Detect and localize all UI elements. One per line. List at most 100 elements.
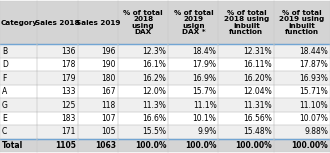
Bar [38, 139, 78, 152]
Text: 15.71%: 15.71% [299, 87, 328, 96]
Text: 100.0%: 100.0% [185, 141, 216, 150]
Text: 16.93%: 16.93% [299, 74, 328, 82]
Bar [168, 58, 218, 71]
Text: 196: 196 [101, 47, 116, 56]
Text: 15.48%: 15.48% [244, 127, 272, 136]
Text: 100.00%: 100.00% [291, 141, 328, 150]
Text: % of total
2018
using
DAX: % of total 2018 using DAX [123, 10, 163, 35]
Bar [78, 44, 118, 58]
Bar [0, 98, 38, 112]
Text: 18.44%: 18.44% [299, 47, 328, 56]
Bar [0, 58, 38, 71]
Bar [38, 85, 78, 98]
Bar [0, 1, 38, 44]
Bar [78, 71, 118, 85]
Bar [274, 139, 330, 152]
Bar [0, 125, 38, 139]
Text: D: D [2, 60, 8, 69]
Text: 16.11%: 16.11% [244, 60, 272, 69]
Bar [38, 125, 78, 139]
Text: 17.87%: 17.87% [299, 60, 328, 69]
Text: Sales 2018: Sales 2018 [35, 20, 80, 26]
Bar [118, 58, 168, 71]
Bar [0, 112, 38, 125]
Bar [168, 85, 218, 98]
Text: B: B [2, 47, 7, 56]
Text: 12.04%: 12.04% [244, 87, 272, 96]
Text: 16.1%: 16.1% [142, 60, 166, 69]
Text: 190: 190 [101, 60, 116, 69]
Bar [118, 112, 168, 125]
Text: 118: 118 [102, 101, 116, 110]
Text: 133: 133 [61, 87, 76, 96]
Text: 179: 179 [61, 74, 76, 82]
Bar [274, 58, 330, 71]
Bar [168, 44, 218, 58]
Bar [78, 125, 118, 139]
Text: 15.5%: 15.5% [142, 127, 166, 136]
Text: 10.1%: 10.1% [193, 114, 216, 123]
Bar [118, 85, 168, 98]
Text: Sales 2019: Sales 2019 [76, 20, 120, 26]
Text: E: E [2, 114, 7, 123]
Bar [168, 1, 218, 44]
Bar [218, 58, 274, 71]
Bar [218, 125, 274, 139]
Text: 125: 125 [61, 101, 76, 110]
Bar [78, 98, 118, 112]
Bar [78, 58, 118, 71]
Bar [78, 1, 118, 44]
Bar [274, 125, 330, 139]
Bar [0, 139, 38, 152]
Text: 11.3%: 11.3% [142, 101, 166, 110]
Text: 16.20%: 16.20% [244, 74, 272, 82]
Text: 9.88%: 9.88% [304, 127, 328, 136]
Text: 11.1%: 11.1% [193, 101, 216, 110]
Bar [168, 98, 218, 112]
Bar [78, 139, 118, 152]
Text: 100.00%: 100.00% [236, 141, 272, 150]
Bar [218, 1, 274, 44]
Text: 105: 105 [101, 127, 116, 136]
Bar [38, 44, 78, 58]
Text: 136: 136 [61, 47, 76, 56]
Text: 183: 183 [61, 114, 76, 123]
Text: 16.6%: 16.6% [142, 114, 166, 123]
Bar [38, 58, 78, 71]
Text: % of total
2018 using
inbuilt
function: % of total 2018 using inbuilt function [224, 10, 269, 35]
Bar [78, 85, 118, 98]
Text: 1105: 1105 [55, 141, 76, 150]
Text: 18.4%: 18.4% [193, 47, 216, 56]
Bar [118, 125, 168, 139]
Text: % of total
2019 using
inbuilt
function: % of total 2019 using inbuilt function [280, 10, 325, 35]
Text: 107: 107 [101, 114, 116, 123]
Text: 17.9%: 17.9% [192, 60, 216, 69]
Bar [118, 71, 168, 85]
Bar [118, 98, 168, 112]
Bar [168, 125, 218, 139]
Text: C: C [2, 127, 7, 136]
Bar [38, 71, 78, 85]
Bar [118, 1, 168, 44]
Text: Total: Total [2, 141, 23, 150]
Bar [274, 71, 330, 85]
Text: 167: 167 [101, 87, 116, 96]
Bar [218, 85, 274, 98]
Bar [38, 98, 78, 112]
Text: G: G [2, 101, 8, 110]
Text: 9.9%: 9.9% [197, 127, 216, 136]
Text: 171: 171 [61, 127, 76, 136]
Bar [218, 112, 274, 125]
Text: 11.31%: 11.31% [244, 101, 272, 110]
Text: % of total
2019
usign
DAX *: % of total 2019 usign DAX * [174, 10, 213, 35]
Bar [38, 112, 78, 125]
Text: 10.07%: 10.07% [299, 114, 328, 123]
Bar [218, 71, 274, 85]
Text: 12.0%: 12.0% [142, 87, 166, 96]
Text: 178: 178 [61, 60, 76, 69]
Bar [218, 98, 274, 112]
Text: 16.9%: 16.9% [192, 74, 216, 82]
Text: 16.2%: 16.2% [142, 74, 166, 82]
Bar [0, 85, 38, 98]
Bar [274, 98, 330, 112]
